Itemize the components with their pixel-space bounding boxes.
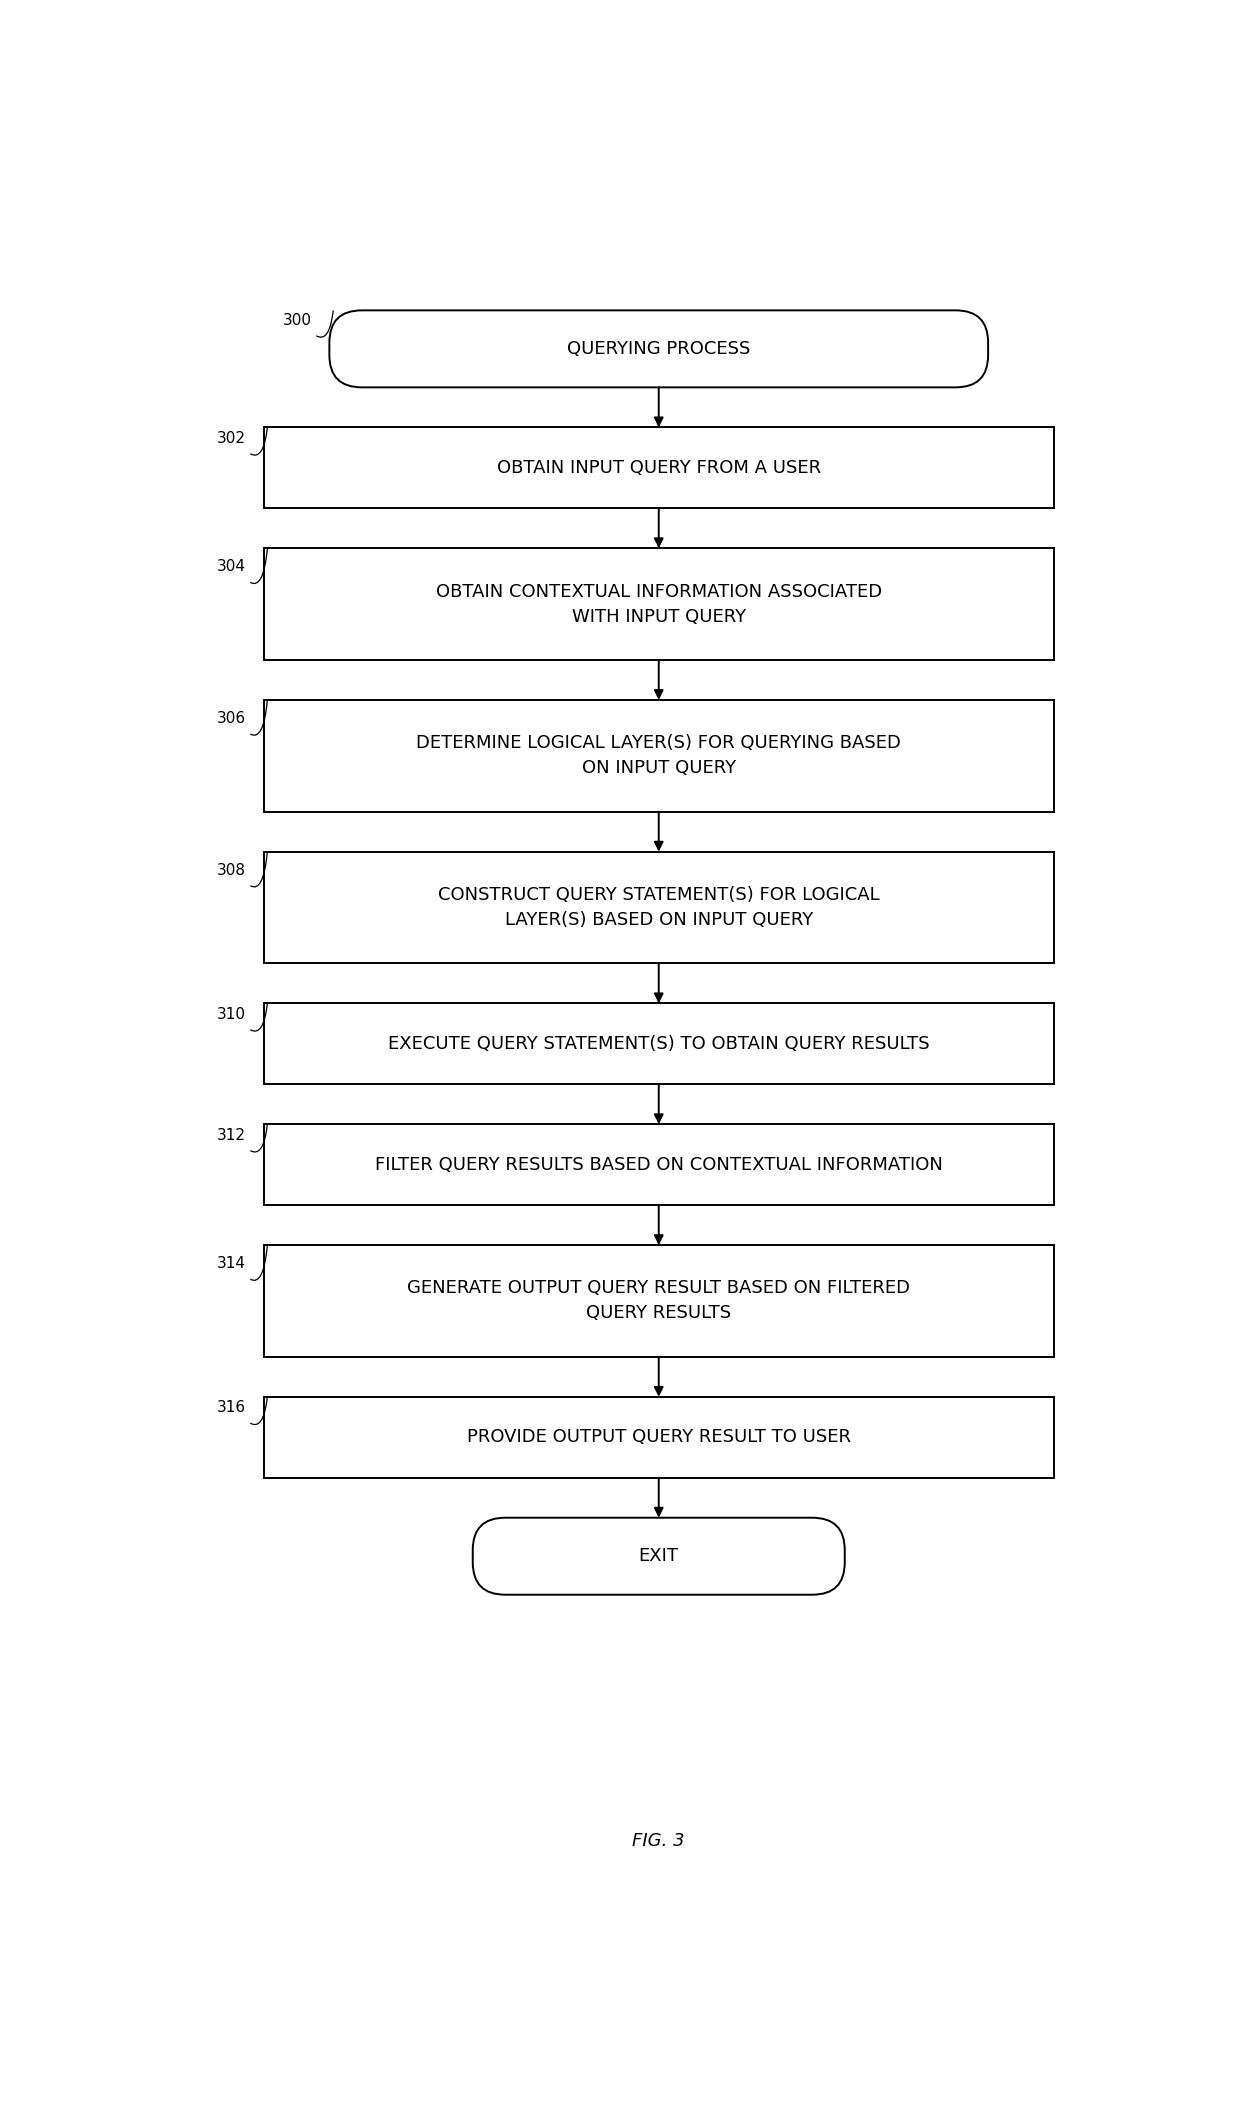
Bar [263,1246,1054,1358]
Text: FILTER QUERY RESULTS BASED ON CONTEXTUAL INFORMATION: FILTER QUERY RESULTS BASED ON CONTEXTUAL… [374,1156,942,1175]
Text: QUERYING PROCESS: QUERYING PROCESS [567,339,750,358]
Text: DETERMINE LOGICAL LAYER(S) FOR QUERYING BASED
ON INPUT QUERY: DETERMINE LOGICAL LAYER(S) FOR QUERYING … [417,735,901,777]
FancyBboxPatch shape [330,309,988,387]
Bar [263,547,1054,661]
Text: OBTAIN CONTEXTUAL INFORMATION ASSOCIATED
WITH INPUT QUERY: OBTAIN CONTEXTUAL INFORMATION ASSOCIATED… [435,583,882,625]
Text: OBTAIN INPUT QUERY FROM A USER: OBTAIN INPUT QUERY FROM A USER [497,459,821,478]
Bar [263,1398,1054,1478]
Text: GENERATE OUTPUT QUERY RESULT BASED ON FILTERED
QUERY RESULTS: GENERATE OUTPUT QUERY RESULT BASED ON FI… [407,1280,910,1322]
Text: 302: 302 [217,432,246,446]
Text: 314: 314 [217,1257,246,1271]
FancyBboxPatch shape [472,1518,844,1596]
Bar [263,427,1054,507]
Text: 316: 316 [217,1400,246,1415]
Text: PROVIDE OUTPUT QUERY RESULT TO USER: PROVIDE OUTPUT QUERY RESULT TO USER [466,1429,851,1446]
Text: 306: 306 [217,711,246,726]
Text: 308: 308 [217,863,246,878]
Text: EXECUTE QUERY STATEMENT(S) TO OBTAIN QUERY RESULTS: EXECUTE QUERY STATEMENT(S) TO OBTAIN QUE… [388,1036,930,1052]
Text: EXIT: EXIT [639,1547,678,1566]
Bar [263,1124,1054,1204]
Text: 310: 310 [217,1006,246,1021]
Bar [263,701,1054,813]
Text: CONSTRUCT QUERY STATEMENT(S) FOR LOGICAL
LAYER(S) BASED ON INPUT QUERY: CONSTRUCT QUERY STATEMENT(S) FOR LOGICAL… [438,886,879,928]
Text: 312: 312 [217,1128,246,1143]
Bar [263,853,1054,964]
Bar [263,1004,1054,1084]
Text: 300: 300 [283,314,311,328]
Text: 304: 304 [217,560,246,575]
Text: FIG. 3: FIG. 3 [632,1831,684,1850]
